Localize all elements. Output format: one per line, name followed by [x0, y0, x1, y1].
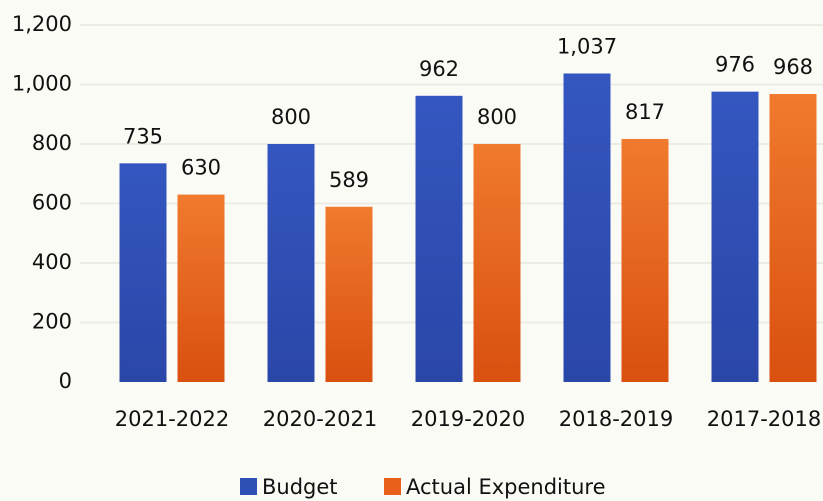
x-tick-label: 2018-2019 — [559, 407, 673, 431]
bar — [473, 144, 521, 382]
x-tick-label: 2017-2018 — [707, 407, 821, 431]
y-tick-label: 600 — [32, 191, 72, 215]
bar — [711, 91, 759, 382]
value-label: 589 — [329, 168, 369, 192]
bar — [267, 144, 315, 382]
value-label: 968 — [773, 55, 813, 79]
legend-swatch — [384, 478, 401, 495]
y-tick-label: 1,200 — [12, 12, 72, 36]
y-tick-label: 400 — [32, 250, 72, 274]
y-tick-label: 1,000 — [12, 72, 72, 96]
x-tick-label: 2019-2020 — [411, 407, 525, 431]
legend-label: Actual Expenditure — [406, 475, 606, 499]
y-tick-label: 200 — [32, 310, 72, 334]
value-label: 976 — [715, 53, 755, 77]
value-label: 630 — [181, 156, 221, 180]
value-label: 1,037 — [557, 34, 617, 58]
legend-swatch — [240, 478, 257, 495]
bar — [177, 194, 225, 382]
y-tick-label: 0 — [59, 369, 72, 393]
value-label: 735 — [123, 124, 163, 148]
y-tick-label: 800 — [32, 131, 72, 155]
bar — [119, 163, 167, 382]
legend-label: Budget — [262, 475, 338, 499]
value-label: 800 — [271, 105, 311, 129]
bar — [325, 206, 373, 382]
value-label: 962 — [419, 57, 459, 81]
bar — [621, 138, 669, 382]
bar — [563, 73, 611, 383]
value-label: 817 — [625, 100, 665, 124]
value-label: 800 — [477, 105, 517, 129]
bar — [415, 95, 463, 383]
x-tick-label: 2021-2022 — [115, 407, 229, 431]
bar — [769, 94, 817, 383]
x-tick-label: 2020-2021 — [263, 407, 377, 431]
